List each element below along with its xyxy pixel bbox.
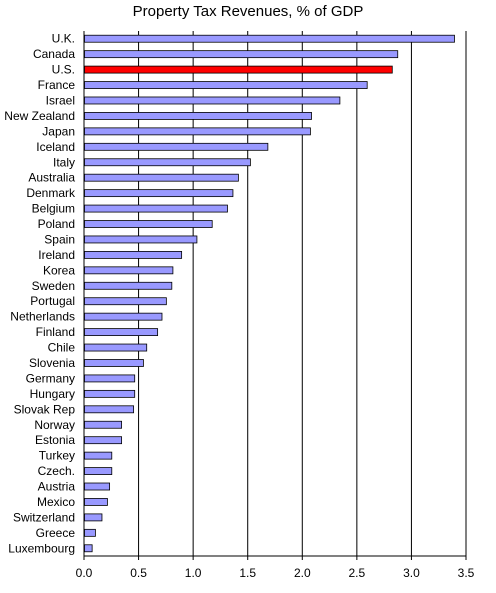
category-label: New Zealand — [4, 109, 75, 123]
category-label: Portugal — [30, 294, 75, 308]
category-label: Japan — [42, 124, 75, 138]
x-tick-label: 1.5 — [239, 566, 256, 580]
category-label: Belgium — [32, 202, 75, 216]
bar — [84, 528, 96, 537]
bars — [84, 34, 455, 553]
category-label: Ireland — [38, 248, 75, 262]
bar — [84, 81, 368, 89]
bar — [84, 65, 393, 74]
category-label: Greece — [36, 526, 76, 540]
category-label: Mexico — [37, 495, 75, 509]
bar — [84, 544, 93, 553]
category-label: France — [38, 78, 76, 92]
bar — [84, 189, 234, 198]
bar — [84, 513, 103, 522]
category-label: Austria — [38, 480, 76, 494]
bar — [84, 127, 311, 136]
bar — [84, 389, 136, 398]
category-label: Norway — [34, 418, 75, 432]
category-label: Denmark — [26, 186, 76, 200]
bar — [84, 50, 399, 59]
bar — [84, 142, 269, 151]
category-label: Turkey — [39, 449, 75, 463]
category-label: Czech. — [38, 464, 75, 478]
x-tick-label: 2.0 — [294, 566, 311, 580]
category-label: Iceland — [36, 140, 75, 154]
bar — [84, 250, 183, 259]
category-label: Slovak Rep — [14, 402, 76, 416]
category-label: Germany — [26, 371, 75, 385]
x-tick-label: 0.5 — [130, 566, 147, 580]
x-axis-tick-labels: 0.0 0.5 1.0 1.5 2.0 2.5 3.0 3.5 — [76, 556, 475, 580]
category-label: U.K. — [52, 32, 75, 46]
bar — [84, 281, 173, 290]
bar — [84, 436, 123, 445]
category-label: Sweden — [32, 279, 75, 293]
category-label: Slovenia — [29, 356, 75, 370]
bar — [84, 405, 135, 414]
bar — [84, 374, 136, 383]
category-label: Luxembourg — [8, 541, 75, 555]
bar — [84, 266, 174, 275]
bar — [84, 343, 148, 352]
category-label: Italy — [53, 155, 75, 169]
category-label: Spain — [44, 232, 75, 246]
chart-title: Property Tax Revenues, % of GDP — [132, 3, 364, 20]
category-label: Korea — [43, 263, 75, 277]
bar — [84, 312, 163, 321]
x-tick-label: 0.0 — [76, 566, 93, 580]
category-label: Switzerland — [13, 510, 75, 524]
x-tick-label: 3.0 — [403, 566, 420, 580]
category-label: U.S. — [52, 63, 75, 77]
x-tick-label: 1.0 — [185, 566, 202, 580]
bar — [84, 467, 113, 475]
bar — [84, 498, 108, 506]
category-label: Israel — [46, 93, 75, 107]
bar — [84, 96, 341, 105]
category-label: Netherlands — [10, 310, 75, 324]
category-label: Chile — [48, 341, 76, 355]
grid-lines — [138, 31, 467, 556]
bar — [84, 482, 111, 491]
category-label: Australia — [28, 171, 75, 185]
bar — [84, 220, 213, 228]
x-tick-label: 3.5 — [458, 566, 475, 580]
bar — [84, 297, 167, 306]
bar — [84, 112, 312, 120]
category-label: Hungary — [30, 387, 75, 401]
category-label: Canada — [33, 47, 75, 61]
x-tick-label: 2.5 — [349, 566, 366, 580]
bar — [84, 34, 455, 43]
bar — [84, 328, 159, 337]
category-label: Poland — [38, 217, 75, 231]
bar — [84, 173, 239, 182]
bar — [84, 158, 251, 167]
category-label: Finland — [36, 325, 75, 339]
category-label: Estonia — [35, 433, 75, 447]
bar — [84, 420, 123, 429]
bar — [84, 359, 144, 367]
bar — [84, 235, 198, 244]
bar — [84, 204, 228, 213]
bar — [84, 451, 113, 460]
